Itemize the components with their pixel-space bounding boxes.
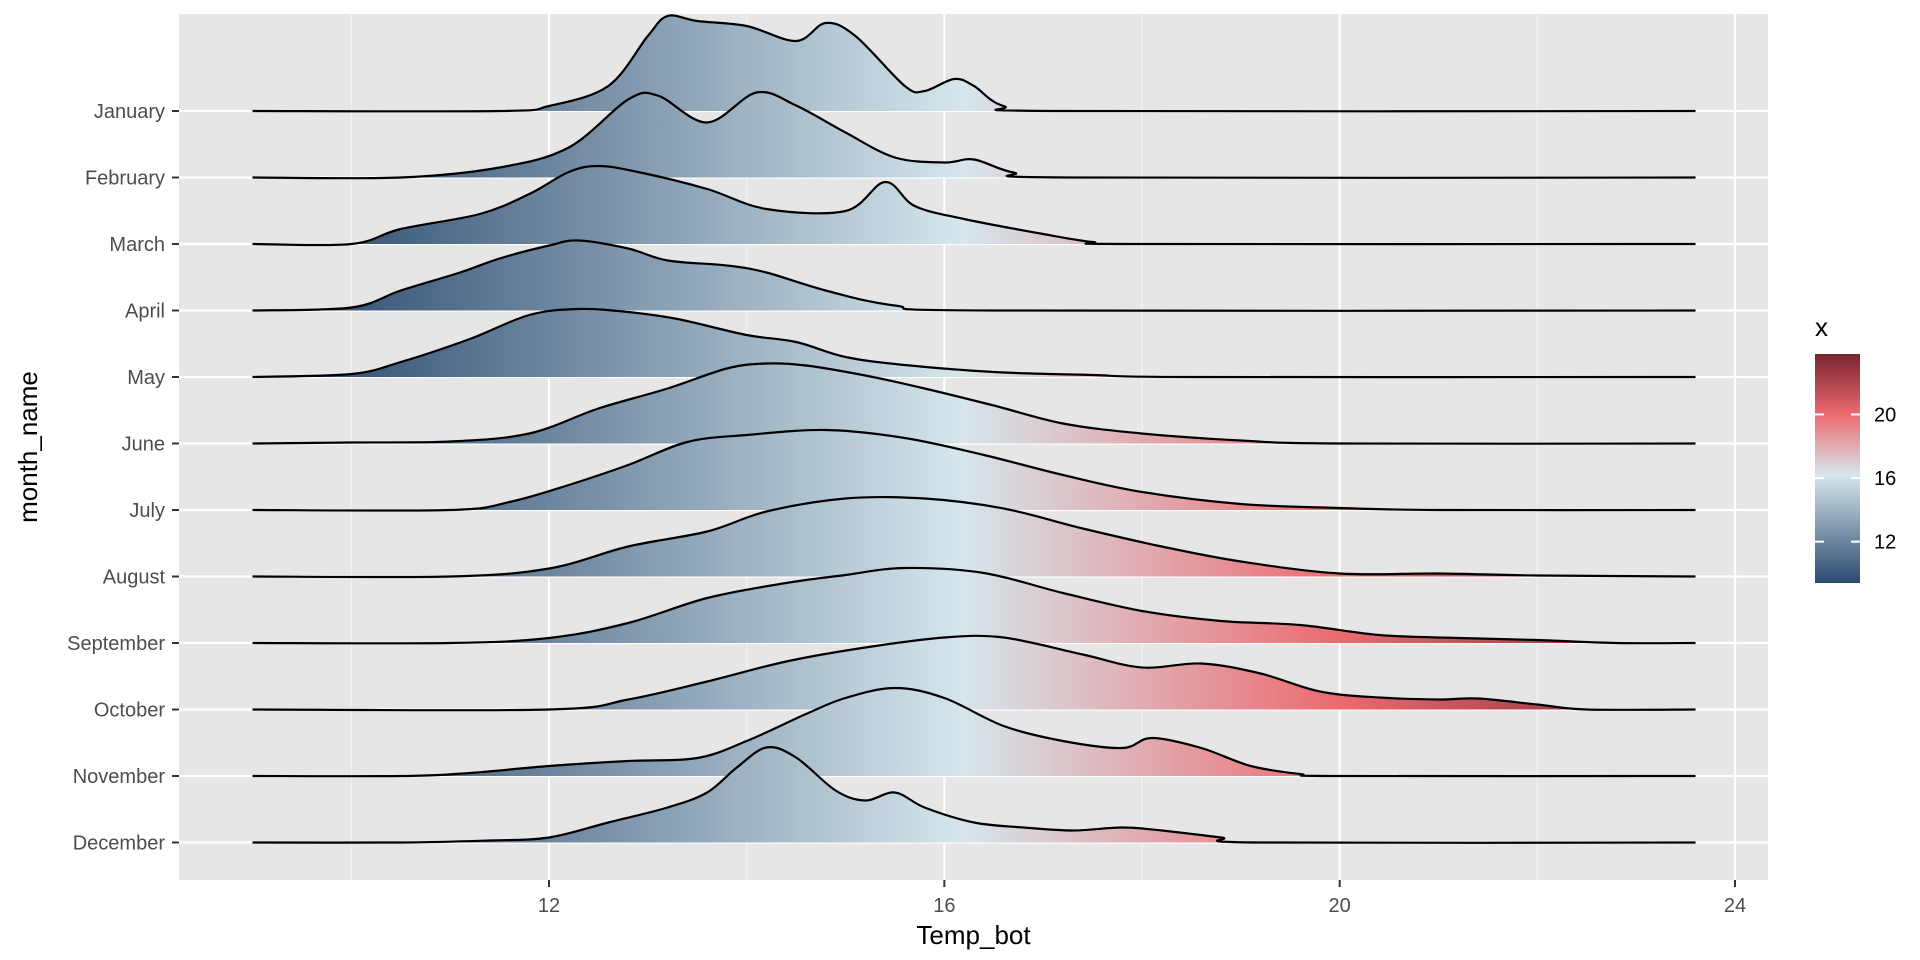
ridge-area bbox=[252, 15, 1696, 112]
ridge-june bbox=[252, 362, 1696, 445]
ridge-area bbox=[252, 363, 1696, 444]
ridge-line bbox=[252, 307, 1696, 379]
x-axis: 12 16 20 24 bbox=[538, 880, 1746, 917]
ridge-line bbox=[252, 746, 1696, 844]
ridge-area bbox=[252, 497, 1696, 578]
ridge-line bbox=[252, 14, 1696, 113]
y-tick-label: January bbox=[94, 101, 165, 123]
y-tick-label: April bbox=[125, 301, 165, 323]
ridge-september bbox=[252, 566, 1696, 645]
x-tick-label: 16 bbox=[933, 895, 955, 917]
ridge-july bbox=[252, 428, 1696, 512]
y-tick-label: March bbox=[109, 234, 165, 256]
x-axis-title: Temp_bot bbox=[916, 920, 1031, 950]
ridge-november bbox=[252, 686, 1696, 778]
ridge-december bbox=[252, 746, 1696, 844]
y-tick-label: May bbox=[127, 367, 165, 389]
ridge-area bbox=[252, 429, 1696, 511]
ridge-line bbox=[252, 239, 1696, 312]
ridge-area bbox=[252, 688, 1696, 777]
ridge-april bbox=[252, 239, 1696, 312]
ridge-line bbox=[252, 428, 1696, 512]
ridge-line bbox=[252, 495, 1696, 579]
legend-ticks: 12 16 20 bbox=[1815, 404, 1896, 554]
ridge-line bbox=[252, 90, 1696, 180]
color-legend: x 12 16 20 bbox=[1815, 312, 1896, 583]
ridge-area bbox=[252, 308, 1696, 378]
ridge-october bbox=[252, 634, 1696, 712]
y-axis-title: month_name bbox=[13, 371, 43, 523]
ridge-line bbox=[252, 566, 1696, 645]
ridge-august bbox=[252, 495, 1696, 579]
y-tick-label: July bbox=[129, 500, 165, 522]
y-tick-label: September bbox=[67, 633, 165, 655]
x-tick-label: 24 bbox=[1724, 895, 1746, 917]
y-tick-label: October bbox=[94, 700, 165, 722]
ridge-line bbox=[252, 634, 1696, 712]
ridge-may bbox=[252, 307, 1696, 379]
ridge-area bbox=[252, 747, 1696, 843]
ridge-march bbox=[252, 164, 1696, 247]
y-tick-label: November bbox=[73, 766, 166, 788]
ridge-area bbox=[252, 635, 1696, 711]
ridge-area bbox=[252, 567, 1696, 644]
y-tick-label: February bbox=[85, 168, 165, 190]
ridge-area bbox=[252, 166, 1696, 246]
legend-tick-label: 12 bbox=[1874, 532, 1896, 554]
ridge-line bbox=[252, 164, 1696, 247]
x-tick-label: 20 bbox=[1329, 895, 1351, 917]
ridge-january bbox=[252, 14, 1696, 113]
x-tick-label: 12 bbox=[538, 895, 560, 917]
ridge-february bbox=[252, 90, 1696, 180]
y-tick-label: August bbox=[103, 567, 166, 589]
ridge-area bbox=[252, 240, 1696, 311]
ridge-line bbox=[252, 686, 1696, 778]
legend-colorbar bbox=[1815, 354, 1860, 583]
y-axis: January February March April May June July Augu… bbox=[67, 101, 179, 855]
y-tick-label: December bbox=[73, 833, 166, 855]
ridge-area bbox=[252, 91, 1696, 179]
ridge-line bbox=[252, 362, 1696, 445]
y-tick-label: June bbox=[122, 434, 165, 456]
legend-tick-label: 20 bbox=[1874, 404, 1896, 426]
ridges bbox=[252, 14, 1696, 844]
legend-title: x bbox=[1815, 312, 1828, 342]
legend-tick-label: 16 bbox=[1874, 468, 1896, 490]
